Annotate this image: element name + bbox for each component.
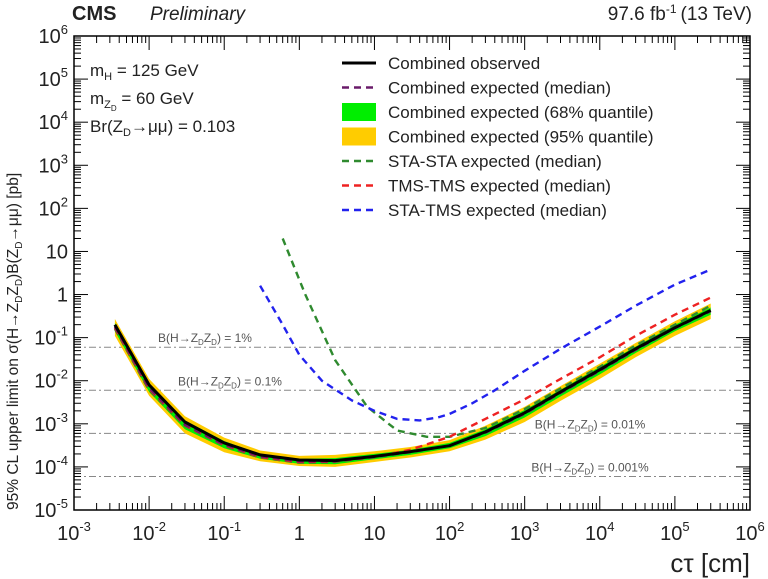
x-tick-label: 1 [294, 523, 305, 545]
reference-line-label: B(H→ZDZD) = 0.1% [178, 374, 282, 390]
param-br: Br(ZD→μμ) = 0.103 [90, 117, 235, 139]
reference-line-label: B(H→ZDZD) = 0.01% [535, 417, 646, 433]
legend-label: TMS-TMS expected (median) [388, 177, 611, 196]
reference-lines: B(H→ZDZD) = 1% B(H→ZDZD) = 0.1% B(H→ZDZD) … [74, 331, 750, 477]
legend-swatch [342, 127, 376, 146]
y-tick-label: 10-4 [34, 453, 68, 479]
series-line-combined-observed [113, 308, 712, 463]
legend-item: STA-TMS expected (median) [342, 201, 607, 220]
x-tick-label: 104 [585, 519, 614, 545]
legend-label: Combined observed [388, 54, 540, 73]
x-tick-label: 105 [660, 519, 689, 545]
legend-item: STA-STA expected (median) [342, 152, 602, 171]
y-tick-labels: 10-5 10-4 10-3 10-2 10-1 1 10 102 103 104 105 106 [34, 22, 68, 522]
legend-item: Combined observed [342, 54, 540, 73]
x-tick-label: 102 [435, 519, 464, 545]
legend-item: Combined expected (median) [342, 79, 611, 98]
x-tick-label: 103 [510, 519, 539, 545]
y-tick-label: 10-2 [34, 367, 68, 393]
y-tick-label: 10-5 [34, 496, 68, 522]
y-tick-label: 104 [39, 108, 68, 134]
legend-label: STA-STA expected (median) [388, 152, 602, 171]
legend: Combined observed Combined expected (medi… [342, 54, 654, 220]
y-tick-label: 10-3 [34, 410, 68, 436]
x-axis-title: cτ [cm] [670, 548, 750, 578]
y-tick-label: 102 [39, 194, 68, 220]
status-label: Preliminary [150, 4, 247, 25]
energy-value: (13 TeV) [681, 4, 752, 25]
legend-swatch [342, 103, 376, 121]
lumi-value: 97.6 fb [608, 4, 666, 25]
y-tick-label: 1 [57, 285, 68, 307]
reference-line-label: B(H→ZDZD) = 1% [158, 331, 252, 347]
legend-label: Combined expected (68% quantile) [388, 103, 654, 122]
series-line-sta-tms-expected-median [259, 268, 712, 422]
experiment-label: CMS [72, 3, 116, 25]
series-line-tms-tms-expected-median [113, 296, 712, 464]
x-tick-label: 10-1 [207, 519, 241, 545]
x-tick-label: 10 [363, 523, 385, 545]
y-tick-label: 10 [46, 241, 68, 263]
lumi-label: 97.6 fb-1 (13 TeV) [608, 2, 752, 25]
x-tick-label: 106 [735, 519, 764, 545]
axis-ticks [73, 35, 751, 511]
param-mzd: mZD = 60 GeV [90, 89, 194, 113]
legend-label: STA-TMS expected (median) [388, 201, 607, 220]
legend-label: Combined expected (median) [388, 79, 611, 98]
x-tick-labels: 10-3 10-2 10-1 1 10 102 103 104 105 106 [57, 519, 765, 545]
param-mh: mH = 125 GeV [90, 61, 199, 83]
legend-item: TMS-TMS expected (median) [342, 177, 611, 196]
x-tick-label: 10-2 [132, 519, 166, 545]
parameters-block: mH = 125 GeV mZD = 60 GeV Br(ZD→μμ) = 0.… [90, 61, 235, 139]
y-axis-title: 95% CL upper limit on σ(H→ZDZD)B(ZD→μμ) … [5, 173, 25, 510]
x-tick-label: 10-3 [57, 519, 91, 545]
lumi-sup: -1 [666, 2, 677, 16]
plot-frame [73, 35, 751, 511]
y-tick-label: 10-1 [34, 324, 68, 350]
legend-item: Combined expected (95% quantile) [342, 127, 654, 147]
reference-line-label: B(H→ZDZD) = 0.001% [531, 460, 649, 476]
y-tick-label: 105 [39, 65, 68, 91]
series-line-sta-sta-expected-median [281, 238, 712, 438]
y-tick-label: 103 [39, 151, 68, 177]
series-lines [113, 238, 712, 464]
legend-item: Combined expected (68% quantile) [342, 103, 654, 122]
legend-label: Combined expected (95% quantile) [388, 128, 654, 147]
y-tick-label: 106 [39, 22, 68, 48]
